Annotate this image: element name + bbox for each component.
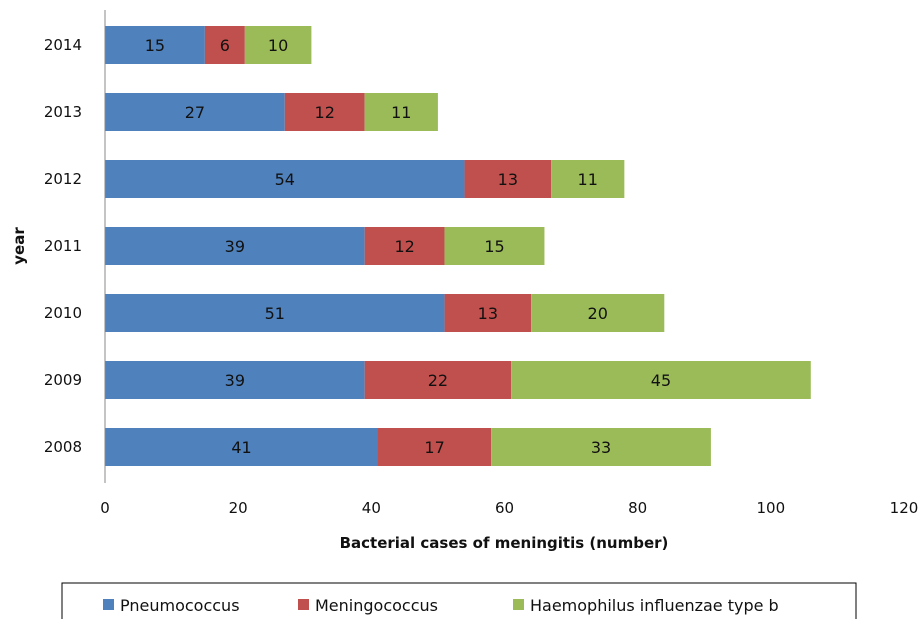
bar-segment [444,227,545,265]
legend-swatch [103,599,114,610]
data-label: 27 [185,103,205,122]
x-tick-label: 0 [100,499,110,517]
data-label: 39 [225,371,245,390]
x-tick-label: 100 [757,499,786,517]
bar-segment [531,294,665,332]
bar-segment [105,227,365,265]
data-label: 39 [225,237,245,256]
bar-segment [364,227,445,265]
bar-segment [551,160,625,198]
data-label: 54 [275,170,295,189]
bar-segment [105,294,445,332]
bar-segment [511,361,811,399]
data-label: 10 [268,36,288,55]
y-tick-label: 2011 [44,237,82,255]
bar-segment [105,361,365,399]
bar-segment [377,428,492,466]
bar-segment [105,160,465,198]
y-tick-label: 2008 [44,438,82,456]
legend-label: Meningococcus [315,596,438,615]
data-label: 17 [424,438,444,457]
x-tick-labels: 0 20 40 60 80 100 120 [100,499,918,517]
data-label: 15 [484,237,504,256]
legend-swatch [513,599,524,610]
x-tick-label: 20 [229,499,248,517]
bar-segment [491,428,711,466]
data-label: 11 [391,103,411,122]
x-tick-label: 120 [890,499,919,517]
data-label: 13 [478,304,498,323]
bar-segment [204,26,245,64]
data-label: 41 [231,438,251,457]
data-label: 15 [145,36,165,55]
y-axis-title: year [10,227,28,265]
bar-segment [364,361,512,399]
y-tick-label: 2013 [44,103,82,121]
bar-segment [444,294,532,332]
y-tick-label: 2009 [44,371,82,389]
bars-layer: 41 17 33 39 22 45 51 13 20 39 12 15 54 13 11 27 12 11 15 6 1… [105,26,811,466]
legend: Pneumococcus Meningococcus Haemophilus inf… [61,582,857,624]
data-label: 13 [498,170,518,189]
x-tick-label: 80 [628,499,647,517]
y-tick-label: 2014 [44,36,82,54]
data-label: 51 [265,304,285,323]
x-tick-label: 60 [495,499,514,517]
bar-segment [105,26,205,64]
bar-segment [105,93,285,131]
data-label: 12 [315,103,335,122]
legend-items: Pneumococcus Meningococcus Haemophilus inf… [103,596,779,615]
data-label: 45 [651,371,671,390]
legend-label: Haemophilus influenzae type b [530,596,779,615]
data-label: 33 [591,438,611,457]
y-tick-labels: 2008 2009 2010 2011 2012 2013 2014 [44,36,82,456]
data-label: 11 [578,170,598,189]
data-label: 12 [394,237,414,256]
bar-segment [105,428,378,466]
x-axis-title: Bacterial cases of meningitis (number) [340,534,669,552]
legend-swatch [298,599,309,610]
bar-segment [244,26,312,64]
bar-segment [364,93,438,131]
x-tick-label: 40 [362,499,381,517]
data-label: 6 [220,36,230,55]
bar-segment [464,160,552,198]
legend-label: Pneumococcus [120,596,240,615]
bar-segment [284,93,365,131]
y-tick-label: 2010 [44,304,82,322]
data-label: 20 [588,304,608,323]
y-tick-label: 2012 [44,170,82,188]
data-label: 22 [428,371,448,390]
